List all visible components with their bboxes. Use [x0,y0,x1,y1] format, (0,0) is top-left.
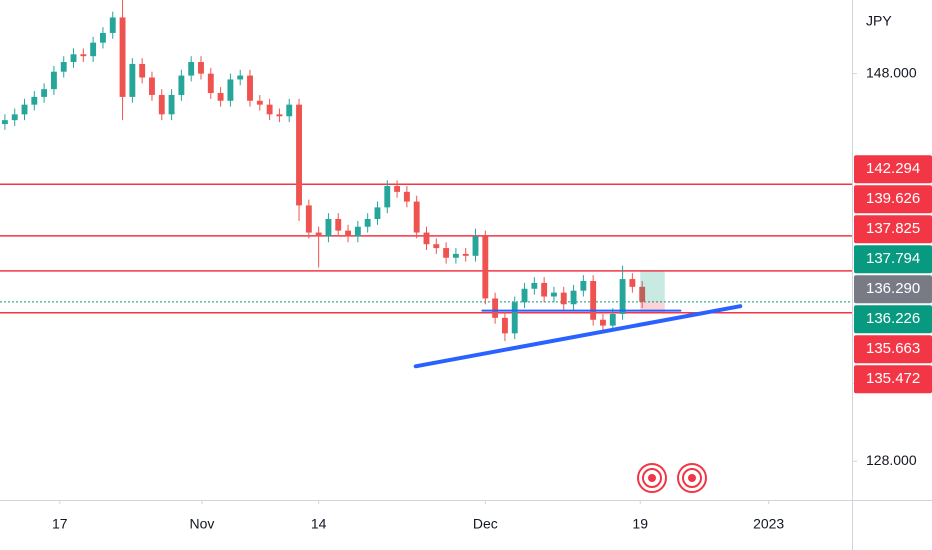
price-label: 142.294 [866,160,920,177]
candle-body [227,79,234,101]
event-icon[interactable] [677,463,707,493]
price-label: 137.825 [866,220,920,237]
candle-body [296,104,302,206]
candle-body [374,207,381,219]
candle-body [70,54,77,63]
price-label-box [854,185,932,214]
candle-body [276,114,283,117]
candle-body [266,104,273,115]
candle-body [119,17,126,97]
candle-body [423,232,430,245]
candle-body [433,244,440,249]
candle-body [580,281,587,291]
candle-body [286,104,293,117]
price-label-box [854,305,932,334]
y-tick-label: 128.000 [866,452,917,468]
candle-body [100,32,106,43]
candle-body [541,282,548,297]
candle-body [472,236,479,256]
candle-body [129,63,136,97]
candle-body [168,94,175,115]
candle-body [600,319,606,326]
candle-body [325,218,332,237]
candle-body [207,73,214,94]
price-label: 139.626 [866,190,920,207]
candle-body [345,230,351,237]
price-label-box [854,275,932,304]
candle-body [531,282,538,289]
position-profit [640,271,665,302]
candle-body [501,317,508,334]
candle-body [247,75,253,101]
price-label: 136.290 [866,280,920,297]
candle-body [639,286,646,302]
price-label: 135.472 [866,370,920,387]
candle-body [31,96,38,105]
candle-body [443,248,450,258]
price-label-box [854,245,932,274]
candle-body [560,292,567,305]
candle-body [521,288,528,303]
candle-body [462,253,469,256]
candle-body [305,205,312,233]
candle-body [590,281,597,320]
candle-body [403,191,410,202]
candle-body [21,104,28,115]
candle-body [315,232,322,237]
candle-body [452,253,459,258]
candle-body [41,89,48,97]
candle-body [629,279,636,287]
candle-body [109,17,116,33]
price-label: 135.663 [866,340,920,357]
plot-area [0,0,852,369]
candle-body [217,93,224,101]
candle-body [364,218,371,227]
candle-body [482,236,489,299]
candle-body [1,120,8,125]
candle-body [149,77,155,95]
candle-body [609,313,616,326]
price-label-box [854,155,932,184]
candle-body [551,292,557,297]
candle-body [256,100,263,105]
candle-body [60,62,67,72]
x-tick-label: 19 [632,516,648,532]
candle-body [335,218,342,231]
x-tick-label: 2023 [753,516,784,532]
candle-body [384,186,391,208]
price-label: 136.226 [866,310,920,327]
candle-body [619,279,626,314]
y-tick-label: 148.000 [866,64,917,80]
candle-body [570,290,577,305]
candle-body [394,186,401,192]
candle-body [188,62,195,76]
trend-line [413,304,743,369]
price-label: 137.794 [866,250,920,267]
price-label-box [854,215,932,244]
currency-label: JPY [866,13,892,29]
x-tick-label: 14 [311,516,327,532]
candle-body [354,226,361,237]
x-tick-label: Nov [190,516,215,532]
candle-body [413,201,420,233]
candle-body [178,75,185,95]
event-icon[interactable] [637,463,667,493]
candle-body [237,75,244,80]
candle-body [11,114,18,121]
candle-body [139,63,146,78]
candle-body [50,71,57,90]
position-loss [640,301,665,313]
candle-body [158,94,165,115]
x-tick-label: Dec [473,516,498,532]
candle-body [198,62,204,74]
candle-body [90,42,97,57]
candle-body [511,302,518,334]
candle-body [80,54,87,57]
price-label-box [854,335,932,364]
candle-body [492,298,499,318]
price-label-box [854,365,932,394]
x-tick-label: 17 [52,516,68,532]
